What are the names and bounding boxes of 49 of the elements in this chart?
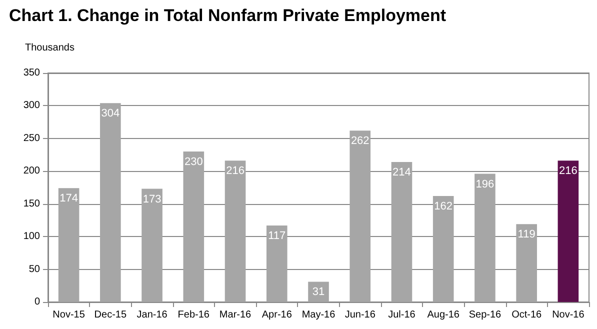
bar [432,196,454,302]
data-label: 230 [184,156,203,168]
bar [183,152,204,302]
data-label: 31 [312,286,325,298]
x-tick-label: Aug-16 [427,310,460,320]
x-tick-label: Dec-15 [94,310,127,320]
y-tick-label: 300 [23,100,40,112]
bar [142,188,162,302]
x-tick-label: Nov-15 [52,310,86,320]
y-tick-label: 50 [28,264,40,275]
data-label: 216 [226,165,244,178]
chart-title: Chart 1. Change in Total Nonfarm Private Employment [9,6,446,25]
x-tick-label: Jul-16 [388,310,416,320]
bar [474,174,496,302]
bar [350,130,371,302]
data-label: 173 [142,193,162,206]
x-tick-label: Jan-16 [136,310,168,320]
y-axis-title: Thousands [25,42,74,54]
data-label: 196 [476,178,494,190]
y-tick-label: 350 [23,68,40,78]
y-tick-label: 0 [34,296,40,308]
bar [391,162,412,302]
x-tick-label: Oct-16 [512,310,542,320]
x-tick-label: Jun-16 [344,310,376,320]
data-label: 162 [434,200,453,213]
data-label: 214 [392,166,411,178]
y-tick-label: 100 [23,231,40,242]
bar [516,224,537,302]
data-label: 117 [268,230,286,242]
x-tick-label: Apr-16 [262,310,292,320]
x-tick-label: May-16 [302,310,336,320]
y-tick-label: 250 [23,132,40,144]
y-tick-label: 150 [23,198,40,210]
bar [224,160,246,302]
data-label: 216 [559,165,578,178]
bar [266,225,288,302]
bar [558,160,579,302]
bar [100,103,121,302]
data-label: 174 [60,192,78,205]
x-tick-label: Nov-16 [552,310,585,320]
bar [308,282,329,302]
x-tick-label: Sep-16 [468,310,502,320]
data-label: 262 [350,135,370,148]
data-label: 119 [518,228,536,241]
y-tick-label: 200 [23,166,40,177]
x-tick-label: Mar-16 [219,310,252,320]
x-tick-label: Feb-16 [178,310,210,320]
data-label: 304 [101,108,120,120]
bar [58,188,80,302]
